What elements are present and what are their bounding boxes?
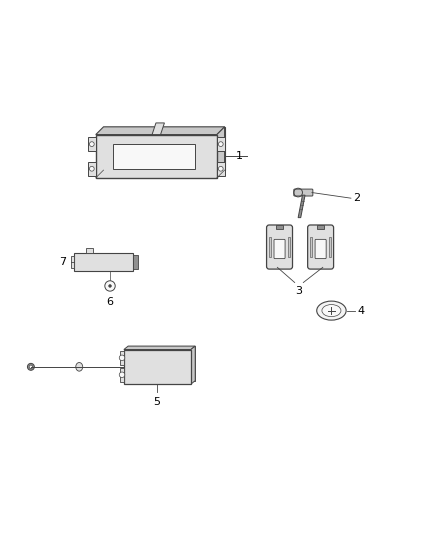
Polygon shape — [96, 127, 225, 135]
FancyBboxPatch shape — [274, 239, 285, 259]
Text: 3: 3 — [296, 286, 303, 296]
Text: 6: 6 — [106, 297, 113, 307]
Polygon shape — [152, 123, 164, 135]
Text: 5: 5 — [153, 397, 160, 407]
Text: 2: 2 — [353, 193, 360, 203]
Circle shape — [89, 142, 94, 147]
FancyBboxPatch shape — [288, 237, 290, 257]
FancyBboxPatch shape — [310, 237, 312, 257]
Circle shape — [119, 372, 125, 377]
Circle shape — [109, 285, 111, 287]
Ellipse shape — [317, 301, 346, 320]
Circle shape — [29, 365, 32, 368]
Polygon shape — [71, 256, 74, 268]
FancyBboxPatch shape — [317, 225, 324, 229]
Text: 4: 4 — [357, 305, 364, 316]
Ellipse shape — [322, 304, 341, 317]
Polygon shape — [298, 195, 305, 217]
Polygon shape — [128, 346, 195, 381]
Circle shape — [89, 166, 94, 171]
Circle shape — [219, 166, 223, 171]
FancyBboxPatch shape — [269, 237, 271, 257]
Polygon shape — [96, 135, 217, 178]
Ellipse shape — [76, 362, 83, 371]
Circle shape — [219, 142, 223, 147]
FancyBboxPatch shape — [307, 225, 334, 269]
Polygon shape — [191, 346, 195, 384]
Circle shape — [119, 355, 125, 361]
Polygon shape — [120, 351, 124, 365]
Polygon shape — [124, 346, 195, 350]
Polygon shape — [74, 253, 133, 271]
Polygon shape — [86, 248, 93, 253]
Text: 1: 1 — [236, 151, 243, 161]
Polygon shape — [88, 137, 96, 151]
Polygon shape — [217, 137, 225, 151]
FancyBboxPatch shape — [329, 237, 331, 257]
Polygon shape — [217, 162, 225, 176]
FancyBboxPatch shape — [267, 225, 293, 269]
FancyBboxPatch shape — [276, 225, 283, 229]
Polygon shape — [120, 368, 124, 382]
Polygon shape — [113, 144, 195, 169]
Circle shape — [28, 364, 34, 370]
Polygon shape — [88, 162, 96, 176]
FancyBboxPatch shape — [315, 239, 326, 259]
Polygon shape — [217, 127, 225, 178]
FancyBboxPatch shape — [294, 189, 313, 196]
Polygon shape — [103, 127, 225, 170]
Circle shape — [105, 281, 115, 291]
Polygon shape — [124, 350, 191, 384]
Polygon shape — [133, 255, 138, 269]
Text: 7: 7 — [59, 257, 66, 266]
